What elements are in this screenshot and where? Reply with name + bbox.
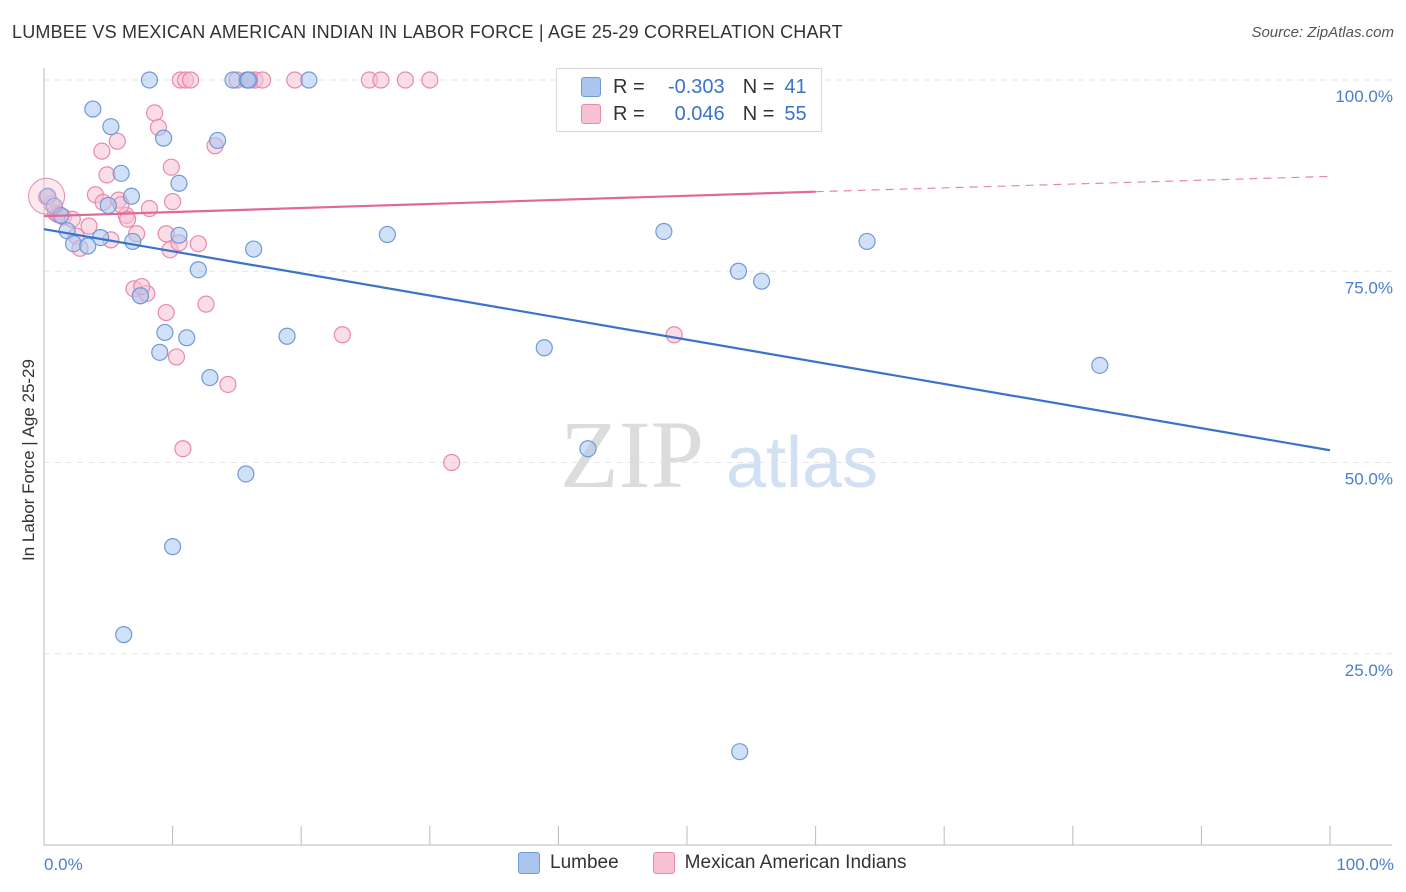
legend-n-lumbee: 41 <box>784 75 807 98</box>
mexican-point <box>333 326 351 344</box>
lumbee-point <box>752 272 771 290</box>
mexican-point <box>164 193 182 211</box>
lumbee-point <box>209 131 227 150</box>
lumbee-point <box>655 222 673 241</box>
x-tick-label-max: 100.0% <box>1336 855 1394 874</box>
mexican-point <box>93 142 111 160</box>
mexican-point <box>108 132 126 150</box>
lumbee-point <box>1091 356 1109 374</box>
mexican-trend-extension <box>815 175 1331 193</box>
lumbee-point <box>102 118 120 136</box>
y-tick-label: 25.0% <box>1345 661 1393 680</box>
series-label-lumbee: Lumbee <box>550 852 619 873</box>
mexican-point <box>145 104 164 122</box>
mexican-point <box>443 453 461 472</box>
mexican-point <box>118 210 137 228</box>
mexican-point <box>219 375 237 394</box>
lumbee-point <box>237 465 255 483</box>
lumbee-point <box>122 187 141 205</box>
series-legend-mexican: Mexican American Indians <box>652 852 907 874</box>
legend-row-mexican: R = 0.046 N = 55 <box>581 101 807 127</box>
lumbee-point <box>84 100 102 118</box>
legend-n-label: N = <box>742 75 775 98</box>
mexican-point <box>28 177 66 215</box>
lumbee-point <box>164 538 182 556</box>
mexican-point <box>197 295 215 313</box>
series-legend: Lumbee Mexican American Indians <box>518 852 940 874</box>
legend-n-mexican: 55 <box>784 102 807 125</box>
series-legend-lumbee: Lumbee <box>518 852 619 874</box>
lumbee-point <box>189 261 207 279</box>
lumbee-point <box>729 262 748 280</box>
lumbee-point <box>64 235 83 253</box>
y-tick-label: 100.0% <box>1335 87 1393 106</box>
lumbee-point <box>201 368 219 387</box>
lumbee-point <box>239 71 258 89</box>
lumbee-point <box>156 323 174 342</box>
lumbee-point <box>112 164 130 182</box>
y-tick-label: 50.0% <box>1345 470 1393 489</box>
legend-r-label: R = <box>613 102 645 125</box>
series-swatch-lumbee <box>518 852 540 874</box>
lumbee-point <box>535 339 553 357</box>
watermark-zip: ZIP <box>560 401 704 508</box>
mexican-point <box>157 303 175 322</box>
lumbee-point <box>79 237 97 255</box>
lumbee-point <box>300 71 318 89</box>
lumbee-point <box>178 329 196 347</box>
legend-swatch-mexican <box>581 104 601 124</box>
chart-title: LUMBEE VS MEXICAN AMERICAN INDIAN IN LAB… <box>12 22 843 42</box>
lumbee-point <box>731 743 749 761</box>
lumbee-point <box>154 129 173 147</box>
lumbee-point <box>99 196 117 215</box>
lumbee-point <box>170 174 188 192</box>
mexican-point <box>167 348 186 366</box>
lumbee-point <box>378 225 396 244</box>
y-axis-label: In Labor Force | Age 25-29 <box>19 359 38 561</box>
mexican-point <box>421 71 439 89</box>
lumbee-point <box>140 71 159 89</box>
mexican-point <box>162 158 180 176</box>
legend-swatch-lumbee <box>581 77 601 97</box>
lumbee-point <box>151 343 169 361</box>
series-swatch-mexican <box>652 852 675 874</box>
mexican-point <box>396 71 414 89</box>
legend-r-label: R = <box>613 75 645 98</box>
mexican-point <box>665 326 683 344</box>
mexican-point <box>189 235 207 253</box>
mexican-point <box>182 71 200 89</box>
lumbee-point <box>170 226 188 244</box>
legend-row-lumbee: R = -0.303 N = 41 <box>581 74 807 100</box>
correlation-legend: R = -0.303 N = 41 R = 0.046 N = 55 <box>556 68 822 132</box>
x-tick-label-min: 0.0% <box>44 855 83 874</box>
lumbee-point <box>579 440 597 458</box>
lumbee-point <box>131 287 150 305</box>
series-label-mexican: Mexican American Indians <box>684 852 907 873</box>
y-tick-label: 75.0% <box>1345 278 1393 297</box>
mexican-point <box>80 217 98 235</box>
lumbee-point <box>278 327 296 345</box>
legend-r-mexican: 0.046 <box>674 102 725 125</box>
mexican-point <box>174 440 192 458</box>
lumbee-point <box>858 232 876 251</box>
mexican-trend-line <box>43 190 816 218</box>
legend-n-label: N = <box>742 102 775 125</box>
lumbee-trend-line <box>43 228 1331 452</box>
source-label: Source: ZipAtlas.com <box>1251 24 1394 41</box>
mexican-point <box>98 166 116 184</box>
lumbee-point <box>115 626 133 644</box>
mexican-point <box>372 71 390 89</box>
lumbee-point <box>245 240 263 258</box>
mexican-point <box>140 199 159 218</box>
legend-r-lumbee: -0.303 <box>667 75 725 98</box>
lumbee-point <box>124 232 142 251</box>
watermark-atlas: atlas <box>726 423 878 503</box>
